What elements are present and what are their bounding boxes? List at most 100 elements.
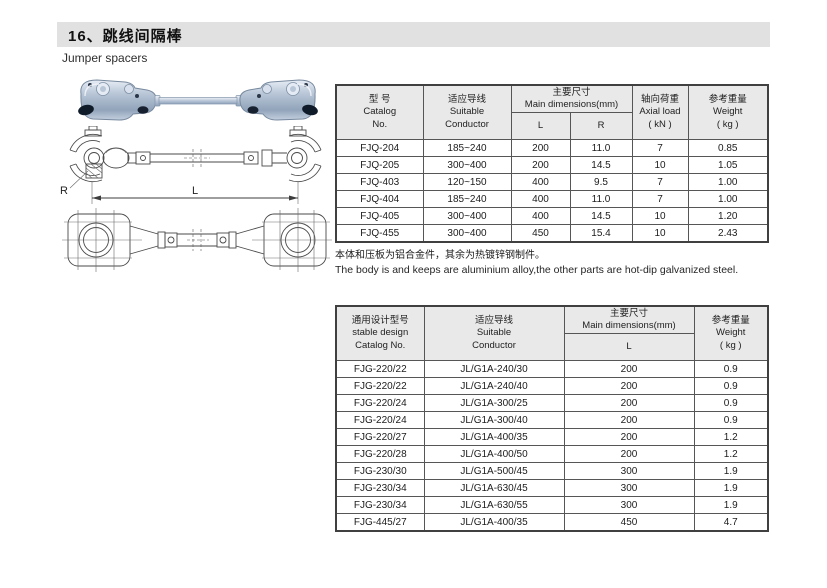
th-catalog-no: 型 号 Catalog No. — [335, 84, 424, 140]
th-stable-design-catalog-zh: 通用设计型号 — [351, 314, 409, 326]
cell-catalog: FJG-220/28 — [335, 445, 425, 463]
th-weight-zh: 参考重量 — [708, 93, 747, 105]
cell-catalog: FJG-230/30 — [335, 462, 425, 480]
th-catalog-no-en: Catalog No. — [363, 106, 397, 130]
table-row: FJG-230/30 JL/G1A-500/45 300 1.9 — [335, 462, 769, 480]
th-suitable-conductor: 适应导线 Suitable Conductor — [423, 305, 565, 361]
cell-dim-l: 200 — [510, 156, 571, 174]
cell-dim-l: 450 — [563, 513, 695, 532]
page-subtitle: Jumper spacers — [62, 51, 148, 65]
th-weight-en: Weight ( kg ) — [713, 106, 743, 130]
th-dim-l: L — [563, 333, 695, 361]
th-stable-design-catalog: 通用设计型号 stable design Catalog No. — [335, 305, 425, 361]
cell-conductor: JL/G1A-630/45 — [423, 479, 565, 497]
th-dim-l: L — [510, 112, 571, 140]
cell-dim-l: 200 — [563, 377, 695, 395]
th-suitable-conductor-zh: 适应导线 — [447, 93, 486, 105]
th-dim-r: R — [569, 112, 633, 140]
cell-catalog: FJG-220/24 — [335, 411, 425, 429]
cell-dim-l: 300 — [563, 462, 695, 480]
th-main-dimensions-en: Main dimensions(mm) — [582, 320, 676, 331]
cell-conductor: JL/G1A-630/55 — [423, 496, 565, 514]
th-suitable-conductor: 适应导线 Suitable Conductor — [422, 84, 512, 140]
cell-dim-l: 200 — [563, 428, 695, 446]
th-suitable-conductor-en: Suitable Conductor — [445, 106, 489, 130]
th-weight: 参考重量 Weight ( kg ) — [687, 84, 769, 140]
cell-weight: 0.85 — [687, 139, 769, 157]
cell-dim-r: 14.5 — [569, 207, 633, 225]
jumper-spacer-drawing-side: R L — [58, 126, 333, 208]
cell-catalog: FJG-445/27 — [335, 513, 425, 532]
section-title-band: 16、跳线间隔棒 — [57, 22, 770, 47]
cell-conductor: JL/G1A-400/35 — [423, 513, 565, 532]
th-main-dimensions-zh: 主要尺寸 — [609, 307, 648, 319]
cell-axial: 10 — [631, 224, 689, 243]
table-row: FJQ-455 300~400 450 15.4 10 2.43 — [335, 224, 769, 243]
cell-conductor: JL/G1A-240/30 — [423, 360, 565, 378]
cell-dim-l: 300 — [563, 496, 695, 514]
cell-weight: 1.20 — [687, 207, 769, 225]
cell-dim-r: 11.0 — [569, 139, 633, 157]
cell-dim-r: 14.5 — [569, 156, 633, 174]
cell-conductor: 300~400 — [422, 207, 512, 225]
cell-catalog: FJQ-403 — [335, 173, 424, 191]
jumper-spacer-drawing-side-svg: R L — [60, 126, 322, 204]
fjg-spec-table: 通用设计型号 stable design Catalog No. 适应导线 Su… — [335, 305, 769, 532]
cell-conductor: 185~240 — [422, 139, 512, 157]
th-weight-en: Weight ( kg ) — [716, 327, 746, 351]
table-row: FJG-220/28 JL/G1A-400/50 200 1.2 — [335, 445, 769, 463]
th-axial-load-zh: 轴向荷重 — [640, 93, 679, 105]
cell-catalog: FJQ-405 — [335, 207, 424, 225]
cell-catalog: FJQ-404 — [335, 190, 424, 208]
th-stable-design-catalog-en: stable design Catalog No. — [352, 327, 409, 351]
th-main-dimensions-en: Main dimensions(mm) — [524, 99, 619, 110]
material-note-en: The body is and keeps are aluminium allo… — [335, 264, 739, 276]
cell-dim-l: 400 — [510, 190, 571, 208]
table-row: FJG-220/27 JL/G1A-400/35 200 1.2 — [335, 428, 769, 446]
table-row: FJG-220/24 JL/G1A-300/25 200 0.9 — [335, 394, 769, 412]
fjq-spec-table: 型 号 Catalog No. 适应导线 Suitable Conductor … — [335, 84, 769, 243]
cell-dim-r: 11.0 — [569, 190, 633, 208]
cell-catalog: FJG-220/24 — [335, 394, 425, 412]
th-suitable-conductor-en: Suitable Conductor — [472, 327, 516, 351]
th-main-dimensions: 主要尺寸 Main dimensions(mm) — [510, 84, 633, 113]
cell-axial: 7 — [631, 139, 689, 157]
cell-conductor: 300~400 — [422, 156, 512, 174]
cell-weight: 1.00 — [687, 190, 769, 208]
cell-weight: 1.05 — [687, 156, 769, 174]
l-dim-label: L — [192, 185, 198, 197]
cell-conductor: JL/G1A-400/50 — [423, 445, 565, 463]
table-row: FJG-230/34 JL/G1A-630/45 300 1.9 — [335, 479, 769, 497]
table-row: FJQ-404 185~240 400 11.0 7 1.00 — [335, 190, 769, 208]
table-row: FJQ-405 300~400 400 14.5 10 1.20 — [335, 207, 769, 225]
cell-weight: 0.9 — [693, 360, 769, 378]
table2-header-row2: L — [336, 333, 768, 361]
cell-conductor: JL/G1A-500/45 — [423, 462, 565, 480]
cell-weight: 1.2 — [693, 445, 769, 463]
cell-conductor: JL/G1A-300/25 — [423, 394, 565, 412]
jumper-spacer-photo-svg — [78, 79, 320, 121]
th-main-dimensions-zh: 主要尺寸 — [552, 86, 591, 98]
cell-conductor: 120~150 — [422, 173, 512, 191]
cell-dim-l: 300 — [563, 479, 695, 497]
table-row: FJG-445/27 JL/G1A-400/35 450 4.7 — [335, 513, 769, 532]
cell-catalog: FJG-220/27 — [335, 428, 425, 446]
table-row: FJG-230/34 JL/G1A-630/55 300 1.9 — [335, 496, 769, 514]
jumper-spacer-drawing-bottom-svg — [62, 208, 332, 272]
cell-conductor: JL/G1A-240/40 — [423, 377, 565, 395]
cell-catalog: FJG-220/22 — [335, 377, 425, 395]
cell-weight: 1.9 — [693, 462, 769, 480]
cell-catalog: FJQ-204 — [335, 139, 424, 157]
cell-catalog: FJG-220/22 — [335, 360, 425, 378]
table1-header-row1: 型 号 Catalog No. 适应导线 Suitable Conductor … — [335, 84, 769, 140]
table-row: FJG-220/22 JL/G1A-240/40 200 0.9 — [335, 377, 769, 395]
cell-catalog: FJQ-455 — [335, 224, 424, 243]
cell-conductor: JL/G1A-400/35 — [423, 428, 565, 446]
cell-dim-l: 400 — [510, 173, 571, 191]
cell-dim-l: 200 — [563, 394, 695, 412]
th-suitable-conductor-zh: 适应导线 — [474, 314, 513, 326]
cell-weight: 1.2 — [693, 428, 769, 446]
table-row: FJG-220/24 JL/G1A-300/40 200 0.9 — [335, 411, 769, 429]
cell-conductor: 300~400 — [422, 224, 512, 243]
